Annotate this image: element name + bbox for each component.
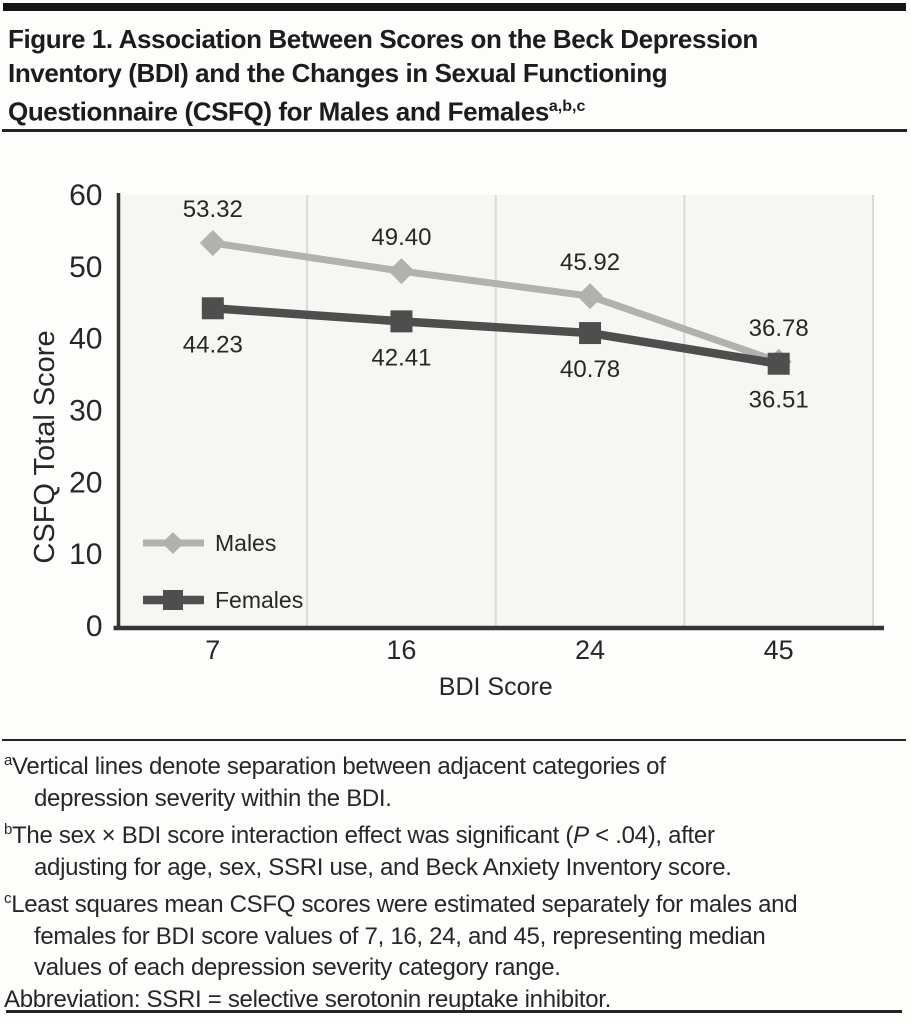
figure-title-superscript: a,b,c xyxy=(548,98,586,115)
males-line xyxy=(212,239,780,366)
footnote-b-marker: b xyxy=(4,821,13,838)
chart-area: 0 10 20 30 40 50 60 7 16 24 45 BDI Score CSFQ Total … xyxy=(0,140,911,720)
males-data-label: 49.40 xyxy=(371,224,431,251)
males-marker xyxy=(199,229,226,256)
footnote-c-line1: Least squares mean CSFQ scores were esti… xyxy=(11,891,798,918)
figure-title-line2: Inventory (BDI) and the Changes in Sexua… xyxy=(8,58,668,88)
males-marker xyxy=(388,258,415,285)
footnote-b-line2: adjusting for age, sex, SSRI use, and Be… xyxy=(34,853,732,881)
y-tick-label: 50 xyxy=(69,251,102,284)
legend-females-marker xyxy=(163,590,183,610)
females-data-label: 36.51 xyxy=(749,387,809,414)
females-marker xyxy=(767,352,790,375)
x-tick-label: 24 xyxy=(575,635,605,665)
footnote-divider-rule xyxy=(2,739,906,741)
footnote-c-marker: c xyxy=(4,890,12,907)
females-marker xyxy=(579,322,602,345)
males-data-label: 45.92 xyxy=(560,249,620,276)
figure-title-line1: Figure 1. Association Between Scores on … xyxy=(8,24,758,54)
footnote-a-marker: a xyxy=(4,752,13,769)
footnote-b-italic-p: P xyxy=(573,822,589,849)
figure-title-line3: Questionnaire (CSFQ) for Males and Femal… xyxy=(8,90,907,129)
y-tick-label: 60 xyxy=(69,179,102,212)
females-data-label: 40.78 xyxy=(560,356,620,383)
y-tick-label: 40 xyxy=(69,323,102,356)
x-axis-title: BDI Score xyxy=(439,673,553,701)
females-data-label: 42.41 xyxy=(371,344,431,371)
legend-males-label: Males xyxy=(215,530,276,556)
females-marker xyxy=(390,310,413,333)
title-divider-rule xyxy=(2,129,907,132)
legend-females-label: Females xyxy=(215,587,303,613)
x-tick-label: 7 xyxy=(205,635,220,665)
footnote-a-line1: Vertical lines denote separation between… xyxy=(12,753,666,780)
y-tick-label: 0 xyxy=(86,610,103,643)
figure-title-line3-text: Questionnaire (CSFQ) for Males and Femal… xyxy=(8,96,549,127)
footnote-b-line1-post: < .04), after xyxy=(588,822,715,849)
y-tick-label: 20 xyxy=(69,466,102,499)
footnote-c-line2: females for BDI score values of 7, 16, 2… xyxy=(34,922,766,950)
bottom-rule xyxy=(6,1010,902,1013)
males-data-label: 36.78 xyxy=(749,315,809,342)
x-tick-label: 16 xyxy=(386,635,416,665)
y-tick-label: 30 xyxy=(69,395,102,428)
females-line xyxy=(212,304,780,368)
legend-males-marker xyxy=(162,532,184,554)
footnote-a: aVertical lines denote separation betwee… xyxy=(4,745,903,814)
females-marker xyxy=(201,297,224,320)
footnotes: aVertical lines denote separation betwee… xyxy=(4,745,903,1015)
y-axis-title: CSFQ Total Score xyxy=(29,330,61,563)
y-tick-label: 10 xyxy=(69,538,102,571)
footnote-a-line2: depression severity within the BDI. xyxy=(34,784,392,812)
x-tick-label: 45 xyxy=(764,635,794,665)
males-marker xyxy=(577,283,604,310)
figure-title: Figure 1. Association Between Scores on … xyxy=(8,22,907,129)
footnote-c-line3: values of each depression severity categ… xyxy=(34,954,561,981)
abbreviation-line: Abbreviation: SSRI = selective serotonin… xyxy=(4,985,612,1013)
footnote-c: cLeast squares mean CSFQ scores were est… xyxy=(4,883,903,984)
males-data-label: 53.32 xyxy=(183,196,243,223)
chart-svg: 0 10 20 30 40 50 60 7 16 24 45 BDI Score CSFQ Total … xyxy=(29,179,884,701)
footnote-b: bThe sex × BDI score interaction effect … xyxy=(4,814,903,883)
footnote-b-line1-pre: The sex × BDI score interaction effect w… xyxy=(12,822,574,849)
females-data-label: 44.23 xyxy=(183,331,243,358)
top-black-bar xyxy=(3,3,906,11)
